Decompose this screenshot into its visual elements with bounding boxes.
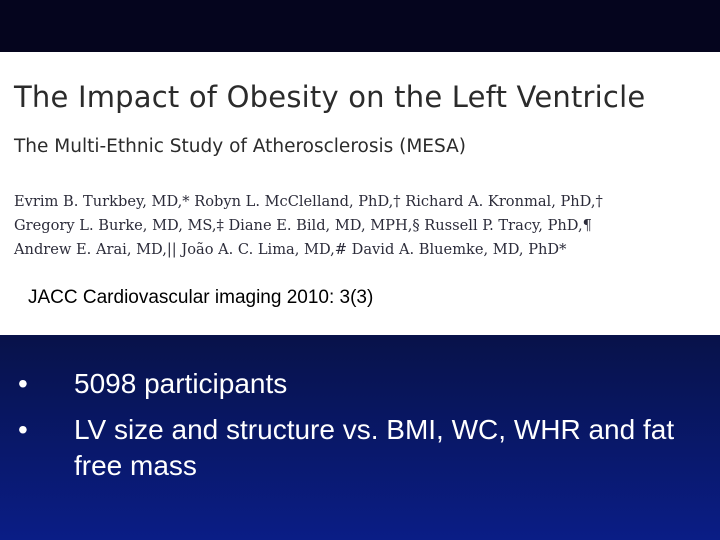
- article-header-image: [0, 52, 720, 335]
- bullet-icon: •: [18, 414, 28, 445]
- top-band: [0, 0, 720, 52]
- bullet-item: • LV size and structure vs. BMI, WC, WHR…: [16, 412, 706, 484]
- journal-citation: JACC Cardiovascular imaging 2010: 3(3): [28, 287, 374, 308]
- bullet-text: LV size and structure vs. BMI, WC, WHR a…: [74, 414, 675, 481]
- bullet-list: • 5098 participants • LV size and struct…: [16, 366, 706, 494]
- author-line: Gregory L. Burke, MD, MS,‡ Diane E. Bild…: [14, 217, 592, 234]
- bullet-item: • 5098 participants: [16, 366, 706, 402]
- author-line: Andrew E. Arai, MD,|| João A. C. Lima, M…: [14, 241, 567, 258]
- bullet-text: 5098 participants: [74, 368, 288, 399]
- article-title: The Impact of Obesity on the Left Ventri…: [14, 80, 646, 114]
- article-subtitle: The Multi-Ethnic Study of Atherosclerosi…: [14, 136, 466, 157]
- author-list: Evrim B. Turkbey, MD,* Robyn L. McClella…: [14, 190, 714, 262]
- author-line: Evrim B. Turkbey, MD,* Robyn L. McClella…: [14, 193, 603, 210]
- bullet-icon: •: [18, 368, 28, 399]
